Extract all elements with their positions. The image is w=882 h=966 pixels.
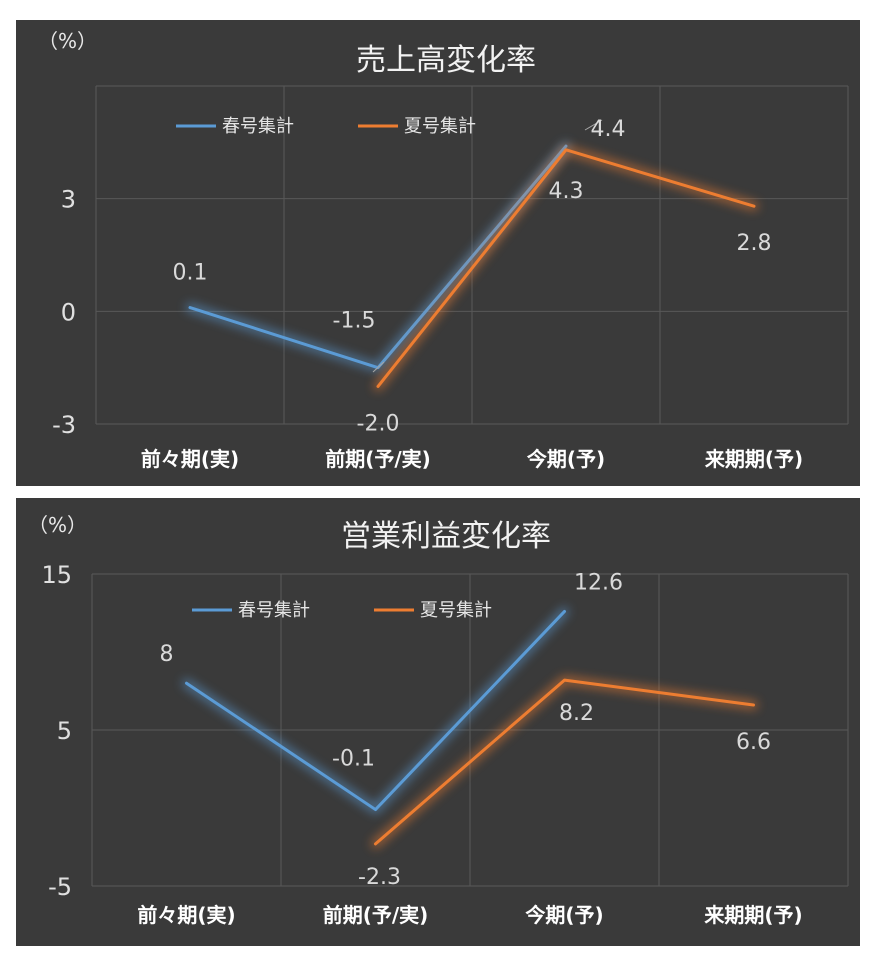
spring-series-line	[185, 609, 566, 812]
y-tick-label: -5	[48, 873, 72, 901]
x-category-label: 今期(予)	[525, 903, 603, 927]
spring-data-label: 8	[160, 642, 174, 667]
y-tick-label: 0	[61, 298, 76, 326]
spring-series-glow	[182, 606, 569, 815]
x-category-label: 来期期(予)	[703, 903, 802, 927]
y-tick-label: 3	[61, 186, 76, 214]
y-tick-label: 15	[41, 561, 72, 589]
chart-title: 売上高変化率	[356, 43, 536, 78]
legend-label-summer: 夏号集計	[404, 116, 476, 137]
summer-data-label: -2.0	[357, 411, 400, 436]
spring-data-label: -0.1	[332, 747, 375, 772]
unit-label: （%）	[38, 29, 97, 53]
data-label-leader	[372, 361, 385, 373]
operating-profit-change-chart: （%） 営業利益変化率 15 5 -5 前々期(実) 前期(予/実) 今期(予) 来期期(予…	[16, 498, 860, 946]
unit-label: （%）	[28, 513, 87, 537]
spring-data-label: 4.4	[591, 117, 626, 142]
y-tick-label: 5	[57, 717, 72, 745]
spring-series-line	[188, 144, 568, 370]
spring-data-label: -1.5	[333, 309, 376, 334]
summer-data-label: 8.2	[559, 701, 594, 726]
legend-label-spring: 春号集計	[238, 600, 310, 621]
x-category-label: 今期(予)	[527, 447, 605, 471]
summer-data-label: 4.3	[549, 179, 584, 204]
x-category-label: 来期期(予)	[704, 447, 803, 471]
summer-series-line	[376, 148, 756, 388]
legend-label-summer: 夏号集計	[420, 600, 492, 621]
spring-series-glow	[185, 141, 571, 373]
summer-data-label: 6.6	[736, 730, 771, 755]
x-category-label: 前々期(実)	[137, 903, 235, 927]
x-category-label: 前々期(実)	[141, 447, 239, 471]
chart-title: 営業利益変化率	[341, 519, 551, 554]
spring-data-label: 12.6	[574, 570, 623, 595]
x-category-label: 前期(予/実)	[325, 447, 431, 471]
sales-change-chart: （%） 売上高変化率 3 0 -3 前々期(実) 前期(予/実) 今期(予) 来期期(予) 0…	[16, 20, 860, 486]
x-category-label: 前期(予/実)	[323, 903, 429, 927]
y-tick-label: -3	[52, 411, 76, 439]
summer-data-label: 2.8	[737, 231, 772, 256]
legend-label-spring: 春号集計	[222, 116, 294, 137]
data-label-leader	[584, 119, 603, 131]
summer-data-label: -2.3	[358, 865, 401, 890]
operating-profit-change-chart-svg: （%） 営業利益変化率 15 5 -5 前々期(実) 前期(予/実) 今期(予) 来期期(予…	[28, 513, 849, 927]
spring-data-label: 0.1	[173, 261, 208, 286]
summer-series-line	[374, 678, 755, 846]
sales-change-chart-svg: （%） 売上高変化率 3 0 -3 前々期(実) 前期(予/実) 今期(予) 来期期(予) 0…	[38, 29, 849, 471]
